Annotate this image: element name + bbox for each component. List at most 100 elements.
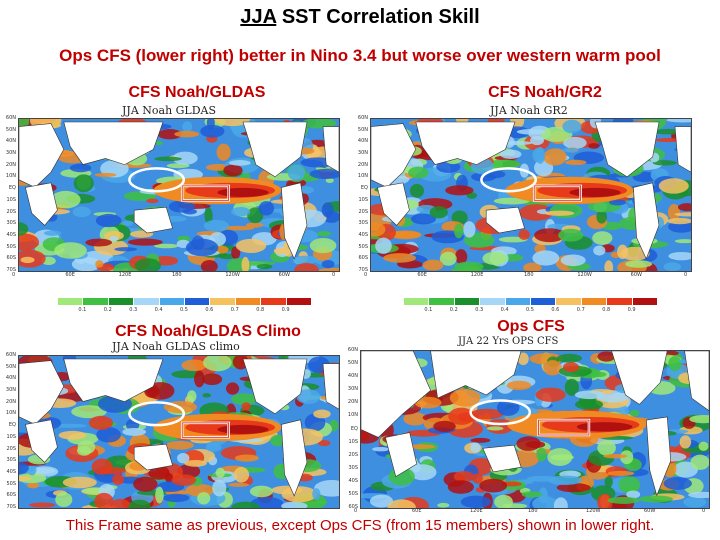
skill-blob xyxy=(560,254,586,267)
nino-peak-skill xyxy=(576,422,633,432)
skill-blob xyxy=(448,407,475,425)
skill-blob xyxy=(122,428,147,436)
skill-blob xyxy=(454,261,484,271)
skill-blob xyxy=(296,389,321,405)
skill-blob xyxy=(620,450,634,465)
skill-blob xyxy=(597,351,616,362)
lon-tick-label: 60W xyxy=(644,508,656,514)
lat-tick-label: 60S xyxy=(348,504,358,510)
skill-blob xyxy=(638,495,673,503)
skill-blob xyxy=(122,220,134,226)
skill-blob xyxy=(312,488,321,501)
colorbar-tick-label: 0.4 xyxy=(500,307,509,313)
skill-blob xyxy=(114,247,138,252)
skill-blob xyxy=(294,263,319,271)
skill-blob xyxy=(558,228,584,242)
lat-tick-label: EQ xyxy=(360,185,368,192)
skill-blob xyxy=(663,262,682,271)
colorbar-labels: 0.1 0.2 0.3 0.4 0.5 0.6 0.7 0.8 0.9 xyxy=(404,307,658,315)
continent xyxy=(430,351,522,399)
skill-blob xyxy=(157,129,182,140)
lat-axis-labels: 60N 50N 40N 30N 20N 10N EQ 10S 20S 30S 40S 50S 60S 70… xyxy=(354,115,369,273)
skill-blob xyxy=(666,119,691,123)
lat-tick-label: 60N xyxy=(357,115,368,121)
continent xyxy=(25,419,58,463)
colorbar-swatch xyxy=(134,298,160,305)
skill-blob xyxy=(19,233,40,251)
skill-blob xyxy=(486,159,521,169)
skill-blob xyxy=(679,435,692,449)
skill-blob xyxy=(607,496,640,504)
colorbar-swatch xyxy=(159,298,185,305)
skill-blob xyxy=(563,136,587,149)
skill-blob xyxy=(292,255,318,265)
skill-blob xyxy=(62,476,97,489)
skill-blob xyxy=(532,496,558,508)
skill-blob xyxy=(470,437,491,443)
skill-blob xyxy=(200,260,218,271)
lat-tick-label: 10S xyxy=(348,438,358,445)
lat-tick-label: 30S xyxy=(6,220,16,227)
skill-blob xyxy=(182,121,193,133)
skill-blob xyxy=(134,258,161,271)
skill-blob xyxy=(50,190,81,209)
skill-blob xyxy=(202,393,212,398)
skill-blob xyxy=(72,206,91,218)
skill-blob xyxy=(20,256,35,264)
skill-blob xyxy=(690,454,709,470)
slide-footer: This Frame same as previous, except Ops … xyxy=(65,517,655,534)
skill-blob xyxy=(523,262,542,271)
skill-blob xyxy=(216,143,231,161)
skill-blob xyxy=(574,399,604,410)
skill-blob xyxy=(256,264,273,270)
skill-blob xyxy=(146,198,159,204)
colorbar-tick-label: 0.9 xyxy=(281,307,290,313)
lat-tick-label: 40S xyxy=(6,231,16,238)
skill-blob xyxy=(172,151,198,165)
colorbar-swatch xyxy=(581,298,608,305)
skill-blob xyxy=(408,166,429,179)
lat-tick-label: EQ xyxy=(8,185,16,192)
skill-blob xyxy=(234,454,259,462)
lon-axis-labels: 0 60E 120E 180 120W 60W 0 xyxy=(12,272,338,280)
continent xyxy=(133,206,173,234)
lon-tick-label: 60E xyxy=(65,272,75,278)
lon-tick-label: 120E xyxy=(470,272,484,278)
skill-blob xyxy=(241,402,251,411)
lon-tick-label: 60W xyxy=(630,272,642,278)
lat-tick-label: 10S xyxy=(6,196,16,203)
nino34-box-edge xyxy=(533,185,581,201)
skill-blob xyxy=(231,501,260,508)
skill-blob xyxy=(165,440,194,450)
lat-tick-label: 10N xyxy=(5,410,16,417)
colorbar-tick-label: 0.7 xyxy=(230,307,239,313)
skill-blob xyxy=(519,204,554,221)
skill-blob xyxy=(518,229,530,240)
continent xyxy=(415,121,516,165)
skill-blob xyxy=(437,502,450,508)
skill-blob xyxy=(96,427,121,443)
skill-blob xyxy=(668,251,691,261)
skill-blob xyxy=(133,476,158,492)
skill-blob xyxy=(674,239,691,244)
lat-tick-label: 20S xyxy=(6,445,16,452)
lat-axis-labels: 60N 50N 40N 30N 20N 10N EQ 10S 20S 30S 40S 50S 60S 70… xyxy=(2,115,17,273)
lon-tick-label: 120W xyxy=(225,272,240,278)
skill-blob xyxy=(623,487,639,492)
continent xyxy=(242,358,308,415)
skill-blob xyxy=(530,135,545,146)
title-text: SST Correlation Skill xyxy=(276,6,480,28)
skill-blob xyxy=(69,163,92,173)
skill-blob xyxy=(544,210,575,216)
skill-blob xyxy=(155,486,164,504)
skill-blob xyxy=(94,492,114,508)
skill-blob xyxy=(206,119,215,130)
skill-blob xyxy=(604,260,614,271)
skill-blob xyxy=(321,202,334,218)
warm-pool-ellipse xyxy=(128,167,186,193)
lat-tick-label: 60N xyxy=(347,347,358,353)
skill-blob xyxy=(301,119,337,129)
skill-blob xyxy=(543,148,567,166)
lat-axis-labels: 60N 50N 40N 30N 20N 10N EQ 10S 20S 30S 40S 50S 60S xyxy=(344,347,359,510)
continent xyxy=(485,206,525,234)
